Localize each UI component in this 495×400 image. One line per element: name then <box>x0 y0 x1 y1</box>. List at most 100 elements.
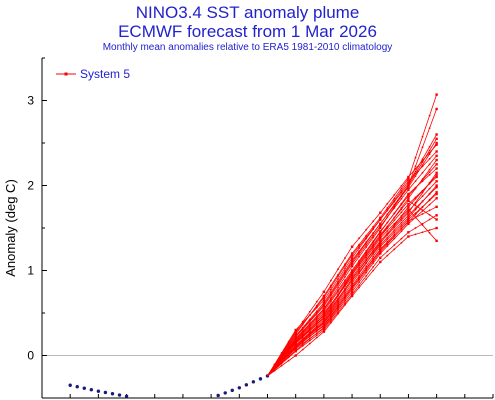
ensemble-subpoint <box>421 146 424 149</box>
ensemble-point <box>435 192 438 196</box>
ensemble-subpoint <box>400 217 403 220</box>
ensemble-subpoint <box>287 354 290 356</box>
ensemble-subpoint <box>365 256 368 259</box>
ensemble-subpoint <box>421 190 424 192</box>
ensemble-point <box>350 260 354 264</box>
chart-subtitle: ECMWF forecast from 1 Mar 2026 <box>118 22 377 41</box>
ensemble-subpoint <box>428 127 431 129</box>
chart-title: NINO3.4 SST anomaly plume <box>135 3 360 22</box>
ensemble-subpoint <box>393 235 396 238</box>
ensemble-subpoint <box>365 244 368 246</box>
ensemble-point <box>379 225 382 228</box>
ensemble-subpoint <box>358 247 360 250</box>
observed-point <box>75 385 79 389</box>
ensemble-subpoint <box>428 153 431 156</box>
ensemble-point <box>435 158 438 162</box>
ensemble-point <box>322 328 326 332</box>
axes: 0 1 2 3 <box>27 57 494 399</box>
ensemble-point <box>435 174 438 177</box>
ensemble-subpoint <box>393 237 396 240</box>
ensemble-subpoint <box>428 149 431 152</box>
ensemble-subpoint <box>287 349 290 352</box>
legend-label-system-5: System 5 <box>80 67 130 81</box>
ensemble-point <box>407 182 410 185</box>
ensemble-subpoint <box>358 262 360 265</box>
ensemble-subpoint <box>400 191 403 194</box>
ensemble-subpoint <box>386 242 389 245</box>
ensemble-subpoint <box>358 272 360 275</box>
ensemble-subpoint <box>344 267 346 270</box>
ensemble-point <box>435 163 438 166</box>
ensemble-subpoint <box>393 226 396 229</box>
ensemble-point <box>407 220 410 224</box>
ensemble-subpoint <box>372 243 375 246</box>
ensemble-point <box>322 303 326 306</box>
ensemble-subpoint <box>414 170 417 173</box>
ensemble-subpoint <box>315 321 318 323</box>
ensemble-subpoint <box>358 281 360 284</box>
ensemble-point <box>407 184 410 187</box>
ensemble-subpoint <box>308 339 311 342</box>
ensemble-subpoint <box>287 347 290 350</box>
ensemble-subpoint <box>273 366 276 369</box>
ensemble-subpoint <box>358 250 360 253</box>
ensemble-subpoint <box>421 200 424 203</box>
ensemble-subpoint <box>315 300 318 303</box>
ensemble-point <box>322 310 326 313</box>
ensemble-subpoint <box>344 285 346 288</box>
ensemble-subpoint <box>386 225 389 228</box>
ensemble-member-24 <box>267 199 438 377</box>
ensemble-point <box>322 321 326 324</box>
ensemble-subpoint <box>386 216 389 219</box>
ensemble-subpoint <box>421 135 424 138</box>
ensemble-subpoint <box>428 158 431 160</box>
ensemble-subpoint <box>400 242 403 244</box>
ensemble-subpoint <box>393 200 396 203</box>
ensemble-point <box>407 231 410 234</box>
ensemble-subpoint <box>301 341 304 343</box>
observed-point <box>124 394 129 398</box>
ensemble-point <box>435 154 438 157</box>
ensemble-point <box>379 242 382 245</box>
y-tick-label-0: 0 <box>27 349 34 363</box>
ensemble-point <box>350 262 354 265</box>
ensemble-subpoint <box>308 320 311 323</box>
ensemble-subpoint <box>365 259 368 262</box>
ensemble-subpoint <box>337 307 339 310</box>
ensemble-subpoint <box>301 339 304 342</box>
ensemble-subpoint <box>386 236 389 239</box>
ensemble-point <box>294 346 297 350</box>
ensemble-point <box>435 191 438 194</box>
ensemble-point <box>379 239 382 242</box>
ensemble-point <box>407 175 410 179</box>
ensemble-subpoint <box>421 224 424 226</box>
ensemble-point <box>435 133 438 136</box>
ensemble-point <box>379 245 382 248</box>
ensemble-subpoint <box>414 186 417 189</box>
ensemble-subpoint <box>393 207 396 209</box>
observed-point <box>89 388 94 392</box>
ensemble-subpoint <box>421 213 424 215</box>
ensemble-subpoint <box>386 213 389 216</box>
ensemble-subpoint <box>365 275 368 277</box>
ensemble-point <box>435 150 438 153</box>
ensemble-subpoint <box>400 215 403 217</box>
ensemble-subpoint <box>372 247 375 249</box>
observed-point <box>68 383 72 387</box>
ensemble-point <box>294 354 297 357</box>
ensemble-subpoint <box>372 252 375 255</box>
ensemble-subpoint <box>400 221 403 224</box>
ensemble-subpoint <box>301 348 304 351</box>
ensemble-point <box>435 218 438 221</box>
ensemble-point <box>407 235 410 238</box>
ensemble-point <box>350 265 354 268</box>
ensemble-subpoint <box>428 145 431 148</box>
ensemble-point <box>294 349 297 352</box>
ensemble-subpoint <box>393 248 396 251</box>
ensemble-subpoint <box>308 327 311 330</box>
observed-point <box>244 383 249 387</box>
ensemble-subpoint <box>400 189 403 192</box>
ensemble-subpoint <box>344 270 346 272</box>
ensemble-point <box>350 271 354 275</box>
ensemble-point <box>322 308 326 311</box>
